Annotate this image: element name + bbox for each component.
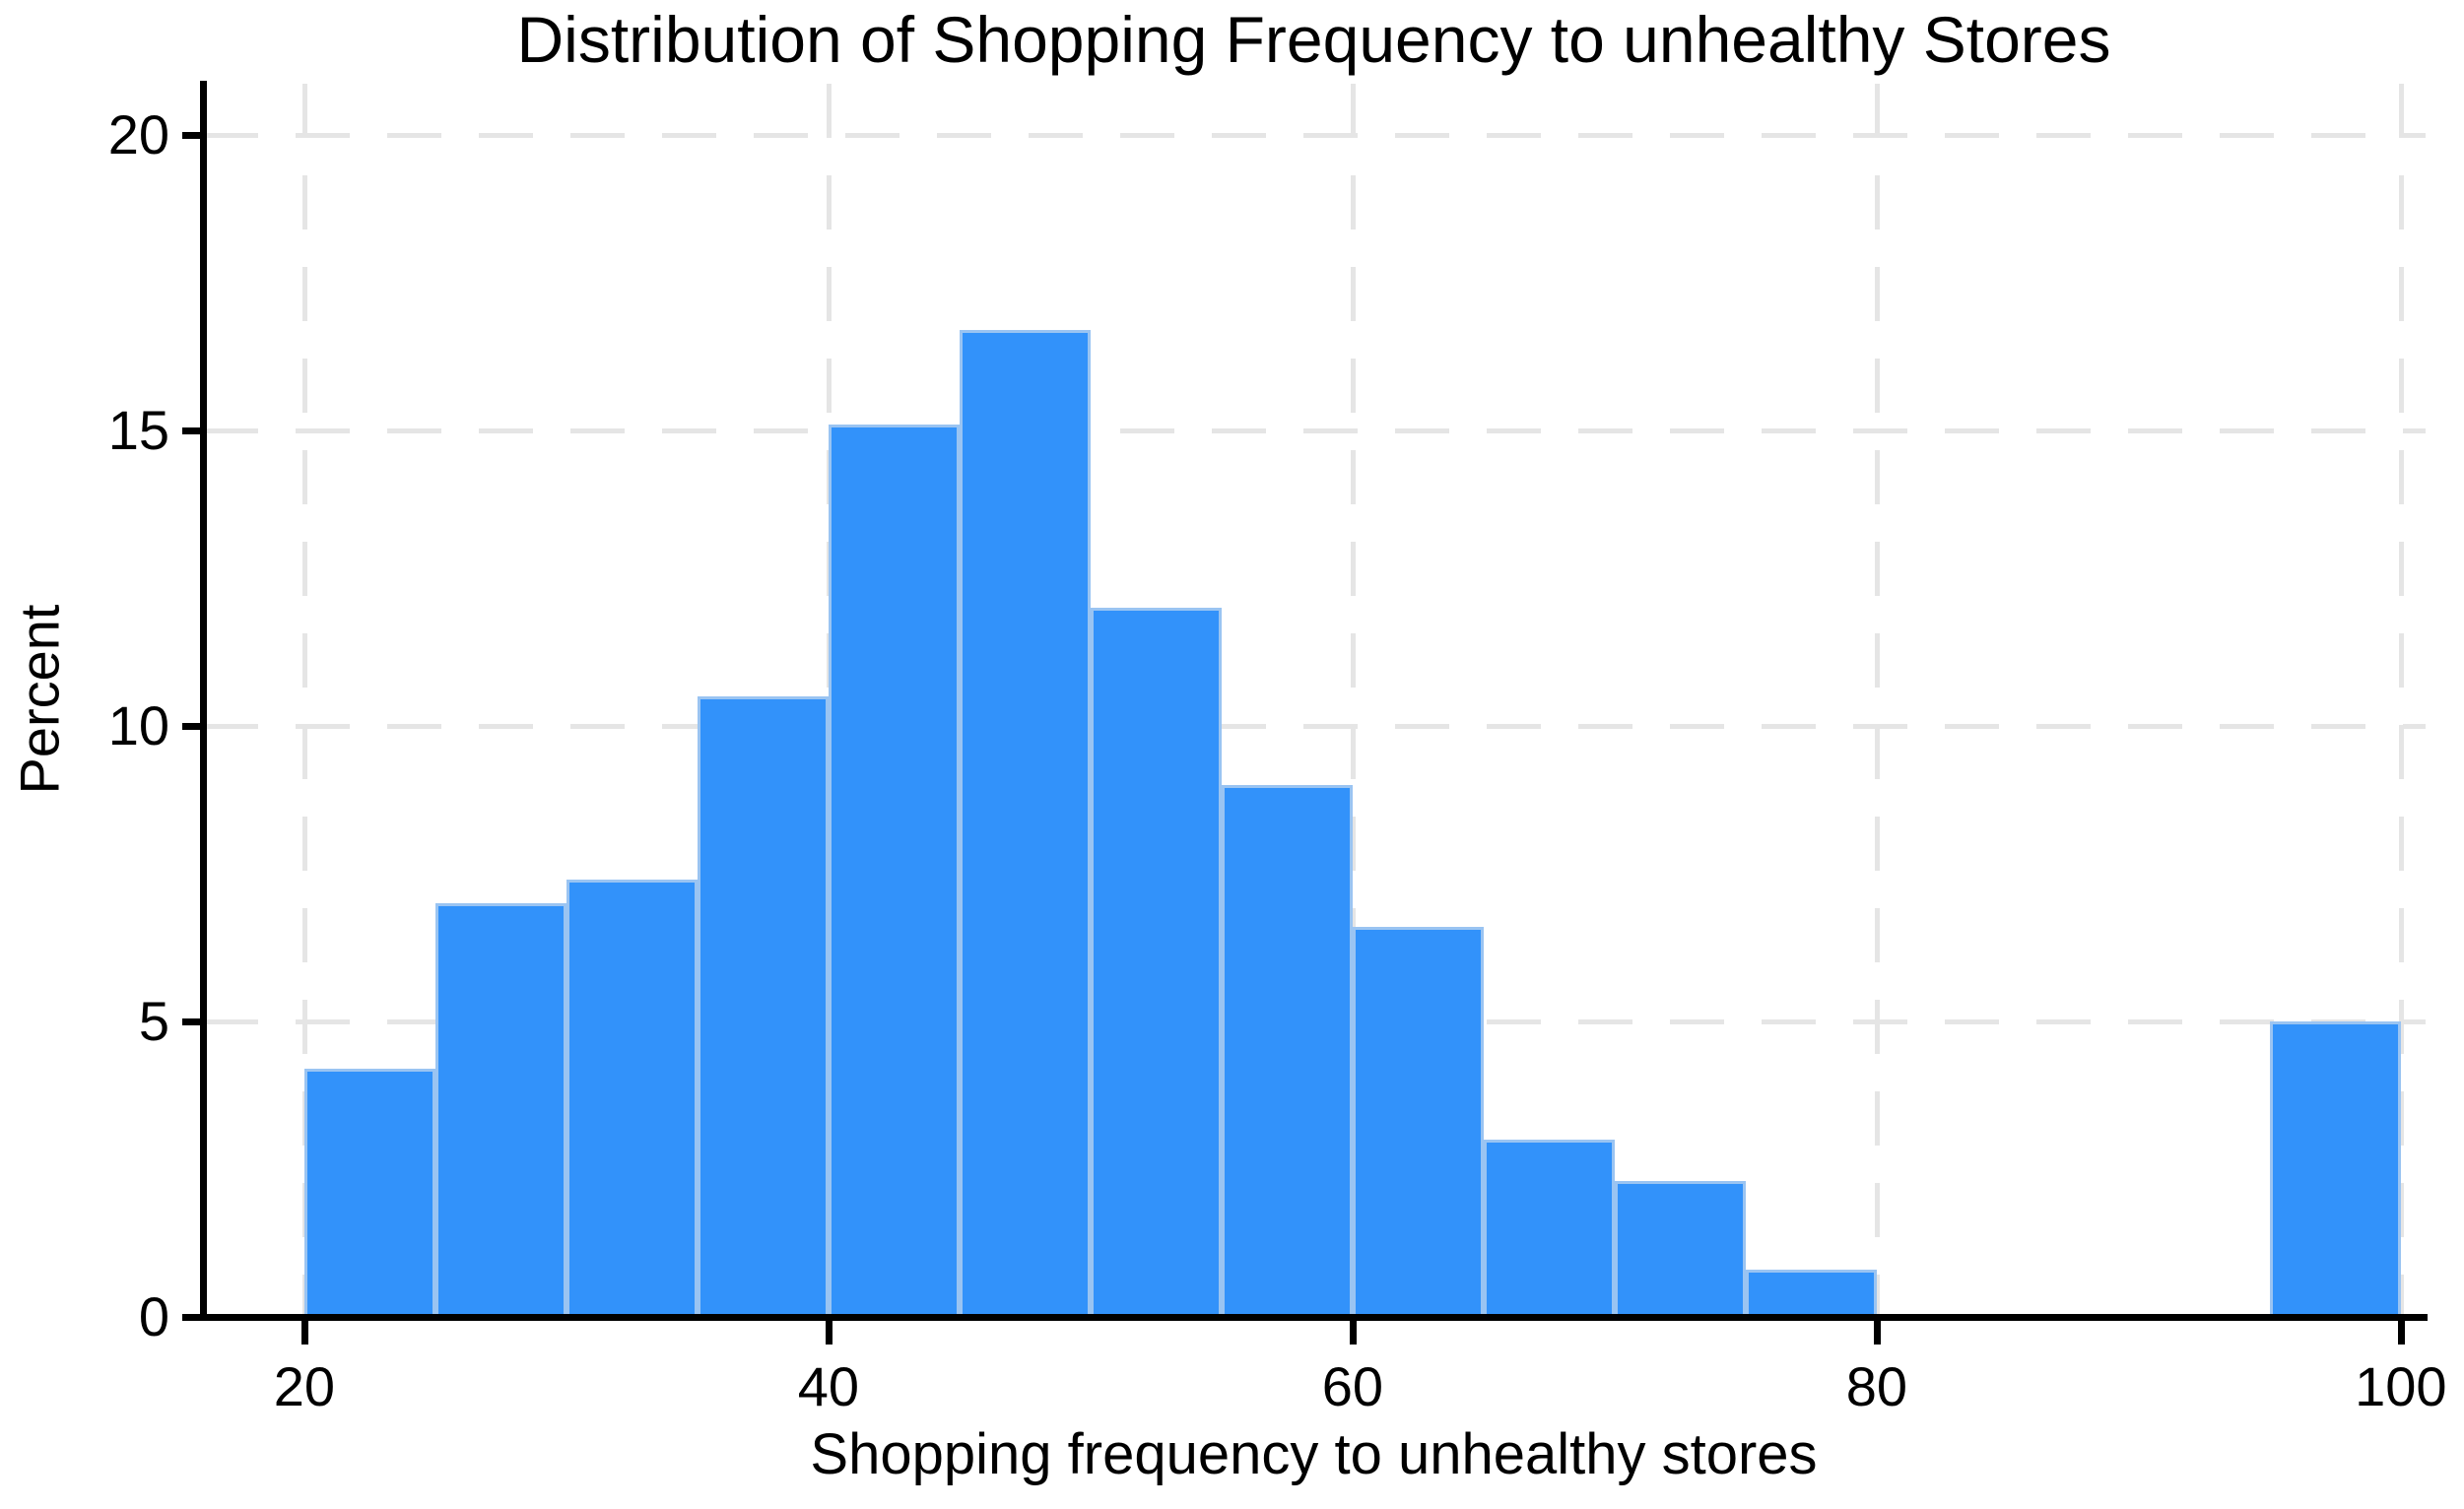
histogram-bar-65-70 bbox=[1483, 1140, 1615, 1317]
y-gridline-20 bbox=[204, 133, 2426, 139]
x-axis-line bbox=[200, 1314, 2428, 1321]
y-tick-20 bbox=[182, 132, 204, 140]
histogram-bar-50-55 bbox=[1090, 608, 1222, 1317]
chart-title: Distribution of Shopping Frequency to un… bbox=[516, 3, 2111, 76]
y-tick-0 bbox=[182, 1314, 204, 1321]
x-tick-label-80: 80 bbox=[1845, 1355, 1907, 1417]
x-tick-20 bbox=[300, 1321, 308, 1345]
plot-area bbox=[204, 84, 2426, 1317]
histogram-bar-75-80 bbox=[1745, 1270, 1877, 1317]
x-tick-label-100: 100 bbox=[2355, 1355, 2447, 1417]
histogram-bar-35-40 bbox=[697, 696, 829, 1317]
x-axis-label: Shopping frequency to unhealthy stores bbox=[810, 1422, 1818, 1486]
histogram-bar-25-30 bbox=[434, 903, 566, 1317]
x-tick-label-40: 40 bbox=[797, 1355, 859, 1417]
y-tick-10 bbox=[182, 723, 204, 731]
histogram-bar-20-25 bbox=[303, 1069, 435, 1317]
y-axis-line bbox=[200, 81, 207, 1321]
y-tick-label-15: 15 bbox=[107, 399, 169, 462]
histogram-bar-30-35 bbox=[566, 880, 698, 1317]
x-gridline-80 bbox=[1874, 84, 1880, 1317]
y-tick-label-0: 0 bbox=[138, 1285, 169, 1347]
histogram-bar-45-50 bbox=[959, 330, 1091, 1317]
histogram-bar-70-75 bbox=[1614, 1181, 1746, 1317]
histogram-bar-55-60 bbox=[1221, 785, 1353, 1317]
x-gridline-60 bbox=[1350, 84, 1356, 1317]
histogram-bar-95-100 bbox=[2269, 1021, 2401, 1317]
x-gridline-100 bbox=[2398, 84, 2404, 1317]
x-tick-label-20: 20 bbox=[273, 1355, 336, 1417]
x-tick-80 bbox=[1873, 1321, 1881, 1345]
x-tick-label-60: 60 bbox=[1321, 1355, 1383, 1417]
y-tick-5 bbox=[182, 1018, 204, 1026]
y-tick-label-20: 20 bbox=[107, 103, 169, 166]
x-tick-40 bbox=[825, 1321, 832, 1345]
histogram-bar-60-65 bbox=[1352, 927, 1484, 1317]
histogram-bar-40-45 bbox=[828, 425, 960, 1317]
y-tick-label-10: 10 bbox=[107, 694, 169, 757]
y-tick-label-5: 5 bbox=[138, 990, 169, 1053]
y-gridline-15 bbox=[204, 428, 2426, 434]
x-tick-60 bbox=[1349, 1321, 1357, 1345]
y-gridline-10 bbox=[204, 724, 2426, 730]
y-tick-15 bbox=[182, 427, 204, 435]
x-gridline-20 bbox=[301, 84, 307, 1317]
x-tick-100 bbox=[2397, 1321, 2405, 1345]
